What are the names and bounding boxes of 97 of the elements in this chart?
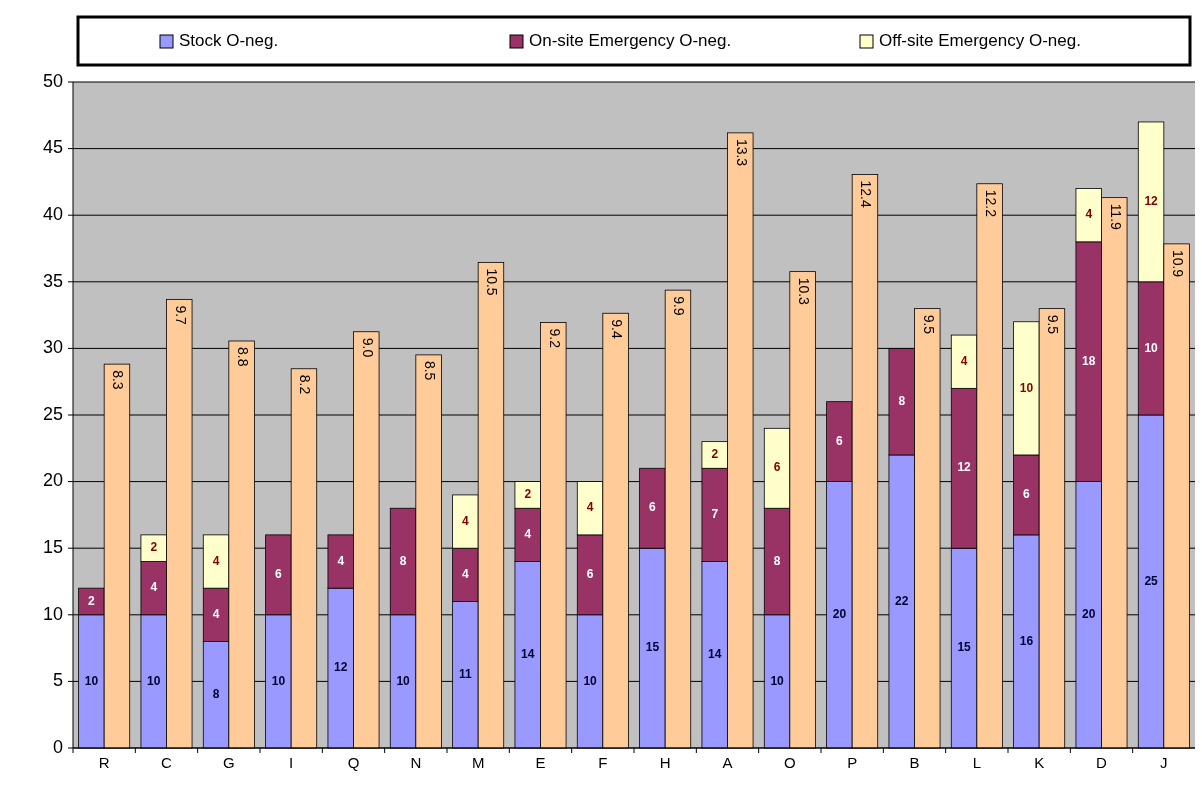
x-tick-label: A bbox=[722, 754, 733, 771]
data-label: 22 bbox=[895, 593, 909, 608]
data-label: 12.2 bbox=[982, 189, 999, 218]
data-label: 8.3 bbox=[110, 370, 127, 390]
data-label: 10 bbox=[147, 673, 161, 688]
x-tick-label: E bbox=[535, 754, 546, 771]
x-tick-label: L bbox=[972, 754, 982, 771]
data-label: 8.8 bbox=[234, 347, 251, 367]
data-label: 2 bbox=[150, 540, 158, 555]
y-tick-label: 35 bbox=[42, 270, 63, 291]
data-label: 11.9 bbox=[1107, 203, 1124, 231]
data-label: 12 bbox=[957, 460, 972, 475]
data-label: 10.9 bbox=[1169, 249, 1186, 278]
data-label: 4 bbox=[586, 500, 594, 515]
y-tick-label: 30 bbox=[42, 337, 63, 358]
data-label: 4 bbox=[462, 567, 470, 582]
data-label: 2 bbox=[524, 487, 532, 502]
data-label: 4 bbox=[337, 553, 345, 568]
x-tick-label: P bbox=[847, 754, 858, 771]
data-label: 9.7 bbox=[172, 305, 189, 326]
data-label: 8.2 bbox=[297, 374, 314, 395]
data-label: 10.3 bbox=[795, 277, 812, 306]
data-label: 6 bbox=[649, 500, 657, 515]
data-label: 10 bbox=[84, 673, 99, 688]
data-label: 12 bbox=[334, 660, 348, 675]
data-label: 4 bbox=[960, 353, 968, 368]
data-label: 9.5 bbox=[1045, 314, 1062, 335]
data-label: 6 bbox=[1023, 487, 1031, 502]
data-label: 15 bbox=[645, 640, 660, 655]
x-tick-label: H bbox=[659, 754, 671, 771]
data-label: 4 bbox=[524, 527, 532, 542]
x-tick-label: M bbox=[471, 754, 485, 771]
data-label: 14 bbox=[708, 646, 722, 661]
x-tick-label: K bbox=[1034, 754, 1045, 771]
data-label: 2 bbox=[88, 593, 96, 608]
data-label: 10 bbox=[271, 673, 286, 688]
data-label: 13.3 bbox=[733, 138, 750, 167]
x-tick-label: N bbox=[410, 754, 422, 771]
data-label: 20 bbox=[832, 606, 847, 621]
data-label: 4 bbox=[150, 580, 158, 595]
data-label: 10 bbox=[770, 673, 785, 688]
data-label: 8 bbox=[773, 553, 781, 568]
data-label: 4 bbox=[212, 606, 220, 621]
data-label: 18 bbox=[1082, 353, 1096, 368]
data-label: 4 bbox=[1085, 207, 1093, 222]
y-tick-label: 10 bbox=[42, 603, 63, 624]
data-label: 12 bbox=[1144, 194, 1159, 209]
x-tick-label: G bbox=[223, 754, 235, 771]
data-label: 10.5 bbox=[484, 268, 501, 296]
x-tick-label: I bbox=[289, 754, 294, 771]
data-label: 12.4 bbox=[858, 180, 875, 208]
y-tick-label: 15 bbox=[42, 536, 63, 557]
y-tick-label: 25 bbox=[42, 403, 63, 424]
x-tick-label: R bbox=[98, 754, 110, 771]
y-tick-label: 45 bbox=[42, 137, 63, 158]
data-label: 6 bbox=[275, 567, 283, 582]
data-label: 11 bbox=[459, 666, 473, 681]
data-label: 4 bbox=[212, 553, 220, 568]
y-tick-label: 5 bbox=[52, 670, 63, 691]
data-label: 9.5 bbox=[920, 314, 937, 335]
data-label: 10 bbox=[1144, 340, 1159, 355]
x-tick-label: Q bbox=[347, 754, 360, 771]
data-label: 10 bbox=[1019, 380, 1034, 395]
y-tick-label: 20 bbox=[42, 470, 63, 491]
data-label: 20 bbox=[1082, 606, 1096, 621]
y-tick-label: 0 bbox=[52, 736, 63, 757]
data-label: 6 bbox=[836, 433, 844, 448]
data-label: 6 bbox=[773, 460, 781, 475]
data-label: 6 bbox=[586, 567, 594, 582]
data-label: 9.4 bbox=[608, 319, 625, 339]
x-tick-label: O bbox=[784, 754, 796, 771]
data-label: 4 bbox=[462, 513, 470, 528]
data-label: 8.5 bbox=[421, 360, 438, 381]
data-label: 14 bbox=[521, 646, 535, 661]
legend-label: Stock O-neg. bbox=[179, 31, 279, 51]
data-label: 2 bbox=[711, 447, 719, 462]
y-tick-label: 50 bbox=[42, 70, 63, 91]
data-label: 7 bbox=[711, 507, 719, 522]
x-tick-label: B bbox=[909, 754, 920, 771]
data-label: 9.9 bbox=[671, 296, 688, 316]
x-tick-label: J bbox=[1160, 754, 1168, 771]
data-label: 8 bbox=[898, 393, 906, 408]
y-tick-label: 40 bbox=[42, 203, 63, 224]
data-label: 16 bbox=[1019, 633, 1034, 648]
data-label: 8 bbox=[212, 686, 220, 701]
data-label: 15 bbox=[957, 640, 972, 655]
data-label: 10 bbox=[396, 673, 411, 688]
legend-label: Off-site Emergency O-neg. bbox=[879, 31, 1081, 51]
data-label: 10 bbox=[583, 673, 598, 688]
x-tick-label: F bbox=[598, 754, 608, 771]
x-tick-label: D bbox=[1096, 754, 1108, 771]
x-tick-label: C bbox=[161, 754, 173, 771]
data-label: 9.0 bbox=[359, 337, 376, 358]
legend-label: On-site Emergency O-neg. bbox=[529, 31, 732, 51]
data-label: 9.2 bbox=[546, 328, 563, 349]
data-label: 8 bbox=[399, 553, 407, 568]
data-label: 25 bbox=[1144, 573, 1159, 588]
